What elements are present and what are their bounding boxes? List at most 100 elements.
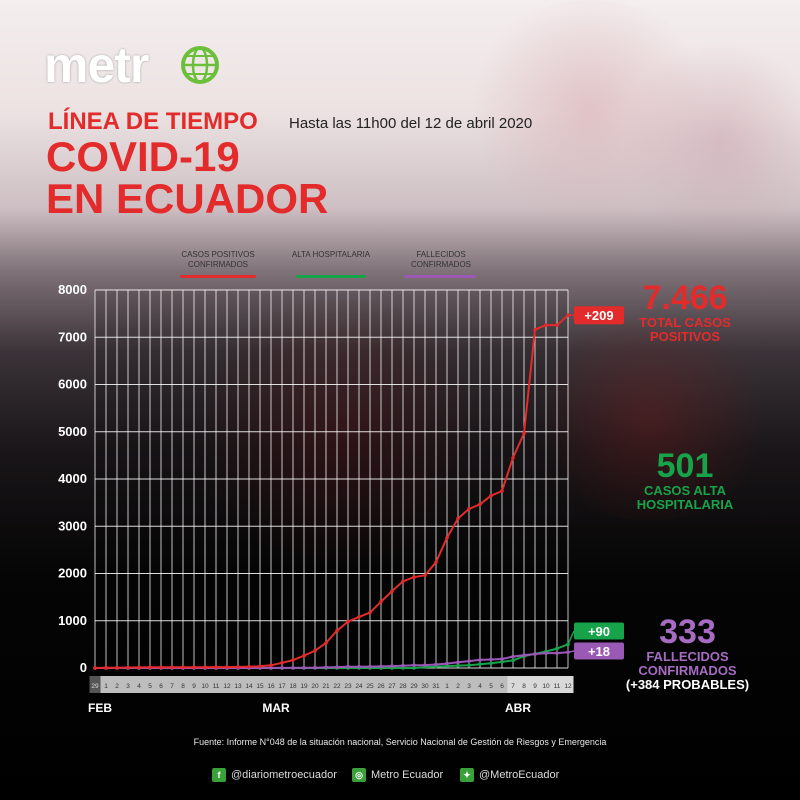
data-point-positivos [445,535,449,540]
social-instagram[interactable]: ◎ Metro Ecuador [352,768,443,782]
subtitle: Hasta las 11h00 del 12 de abril 2020 [289,115,533,132]
x-tick-label: 11 [213,683,220,690]
data-point-positivos [170,665,174,670]
data-point-positivos [456,516,460,521]
x-tick-label: 9 [533,683,537,690]
data-point-fallecidos [467,659,471,663]
data-point-alta [555,646,559,651]
series-line-positivos [94,314,569,669]
social-twitter[interactable]: ✦ @MetroEcuador [460,768,559,782]
x-tick-label: 15 [256,683,264,690]
badge-label-fallecidos: +18 [588,644,610,659]
data-point-positivos [357,615,361,619]
x-tick-label: 10 [201,683,209,690]
x-tick-label: 10 [542,683,550,690]
data-point-alta [445,664,449,668]
data-point-fallecidos [445,661,449,666]
data-point-positivos [302,653,306,658]
data-point-fallecidos [489,657,493,662]
data-point-positivos [258,664,262,669]
total-alta-value: 501 [656,447,714,485]
y-tick-label: 1000 [58,613,87,628]
x-tick-label: 5 [489,683,493,690]
metro-logo: metr [44,37,149,93]
data-point-positivos [159,665,163,670]
y-tick-label: 4000 [58,471,87,486]
x-tick-label: 2 [456,683,460,690]
data-point-alta [511,658,515,663]
day-strip-mar [100,676,508,693]
total-positivos-label-2: POSITIVOS [649,329,721,344]
y-tick-label: 3000 [58,518,87,533]
data-point-positivos [93,666,97,670]
x-tick-label: 20 [311,683,319,690]
legend-fallecidos-swatch [404,275,476,278]
x-tick-label: 13 [234,683,242,690]
total-fallecidos-label-3: (+384 PROBABLES) [625,677,750,692]
x-tick-label: 3 [126,683,130,690]
data-point-fallecidos [379,664,383,669]
data-point-fallecidos [302,665,306,670]
data-point-alta [467,663,471,667]
legend-alta-swatch [296,275,366,278]
x-tick-label: 12 [223,683,231,690]
title-line-1: LÍNEA DE TIEMPO [48,108,258,135]
legend-fallecidos-label: FALLECIDOS CONFIRMADOS [411,250,471,269]
data-point-fallecidos [313,665,317,670]
month-label: ABR [505,701,531,715]
data-point-alta [478,662,482,667]
day-strip-abr [507,676,574,693]
legend-positivos: CASOS POSITIVOS CONFIRMADOS [163,250,273,270]
x-tick-label: 1 [445,683,449,690]
total-fallecidos-value: 333 [659,613,716,651]
data-point-fallecidos [533,652,537,656]
data-point-positivos [247,664,251,669]
data-point-fallecidos [522,653,526,657]
data-point-positivos [390,589,394,593]
y-tick-label: 0 [80,660,87,675]
data-point-fallecidos [500,657,504,661]
data-point-positivos [126,665,130,670]
data-point-positivos [544,323,548,327]
badge-label-alta: +90 [588,624,610,639]
instagram-icon: ◎ [352,768,366,782]
x-tick-label: 8 [181,683,185,690]
total-fallecidos: 333 FALLECIDOS CONFIRMADOS (+384 PROBABL… [605,614,770,692]
data-point-alta [412,666,416,670]
twitter-icon: ✦ [460,768,474,782]
legend-positivos-label: CASOS POSITIVOS CONFIRMADOS [181,250,255,269]
badge-connector-fallecidos [567,650,575,653]
x-tick-label: 2 [115,683,119,690]
x-tick-label: 23 [344,683,352,690]
x-tick-label: 6 [159,683,163,690]
data-point-positivos [137,665,141,670]
y-tick-label: 2000 [58,566,87,581]
data-point-positivos [203,665,207,669]
data-point-positivos [313,648,317,653]
data-point-positivos [379,599,383,604]
data-point-alta [489,661,493,666]
data-point-alta [500,660,504,664]
data-point-fallecidos [335,665,339,669]
total-fallecidos-label-1: FALLECIDOS [646,649,729,664]
x-tick-label: 19 [300,683,308,690]
y-tick-label: 7000 [58,329,87,344]
data-point-positivos [368,610,372,615]
data-point-fallecidos [269,666,273,670]
badge-positivos [574,306,624,325]
data-point-fallecidos [390,664,394,668]
total-alta-label-2: HOSPITALARIA [636,497,734,512]
data-point-positivos [335,628,339,633]
instagram-handle: Metro Ecuador [371,769,444,781]
data-point-positivos [478,502,482,507]
data-point-fallecidos [280,666,284,670]
data-point-positivos [192,665,196,669]
data-point-positivos [214,665,218,669]
x-tick-label: 1 [104,683,108,690]
x-tick-label: 7 [511,683,515,690]
social-facebook[interactable]: f @diariometroecuador [212,768,337,782]
data-point-fallecidos [324,665,328,670]
data-point-fallecidos [478,658,482,662]
data-point-positivos [181,665,185,670]
